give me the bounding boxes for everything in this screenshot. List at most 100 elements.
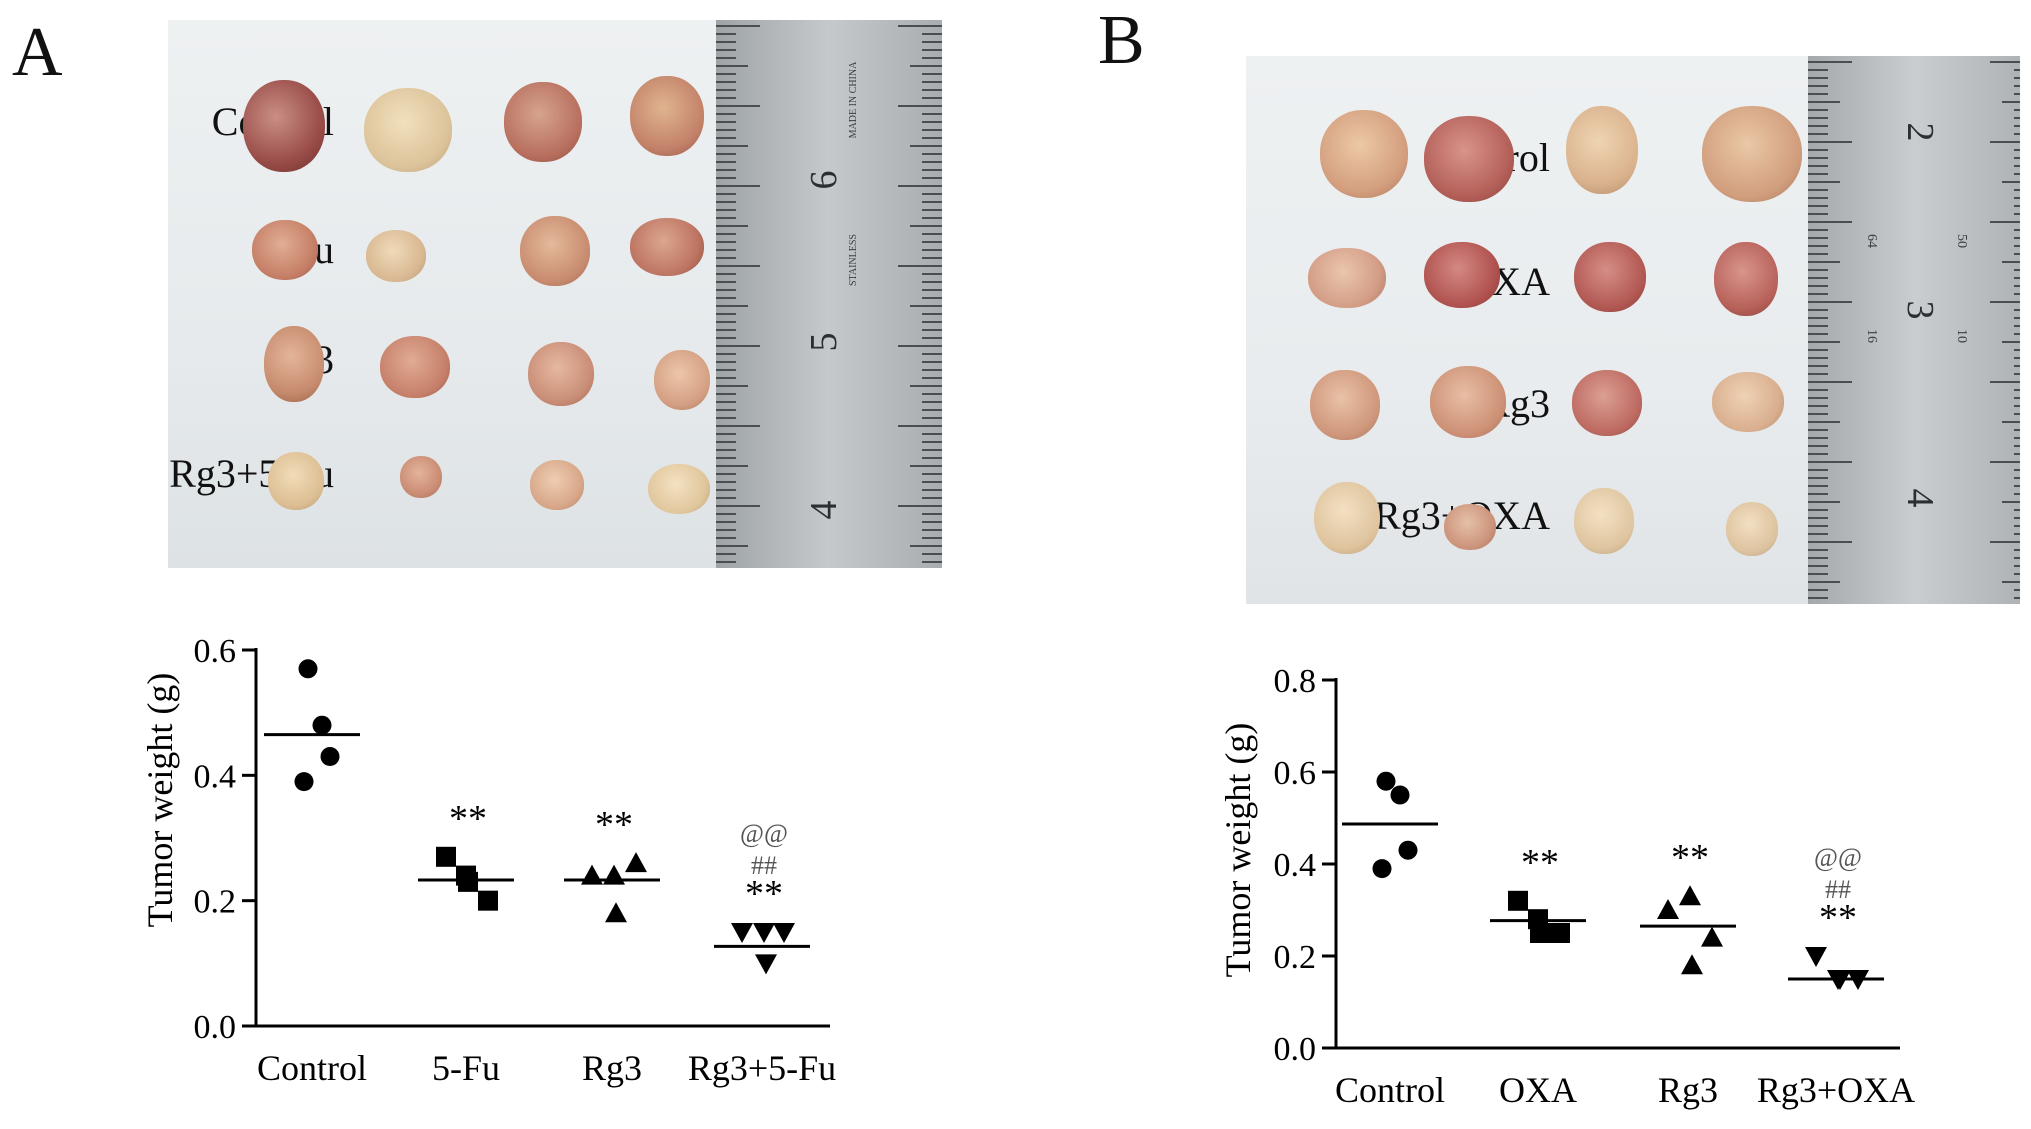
panel-b-tumor-photo: 2 3 4 64 50 16 10 Control OXA Rg3 Rg3+OX… — [1246, 56, 2020, 604]
data-point — [1679, 885, 1701, 906]
y-tick-label: 0.0 — [1274, 1031, 1317, 1068]
x-tick-label: Rg3+OXA — [1757, 1070, 1915, 1110]
significance-label: @@ — [1814, 843, 1862, 872]
tumor-sample — [1712, 372, 1784, 432]
ruler-number: 3 — [1899, 301, 1941, 320]
ruler-number: 4 — [803, 501, 845, 520]
tumor-sample — [1574, 488, 1634, 554]
panel-b-letter: B — [1098, 2, 1145, 79]
tumor-sample — [364, 88, 452, 172]
data-point — [1398, 840, 1418, 860]
y-tick-label: 0.4 — [194, 758, 237, 795]
y-tick-label: 0.6 — [1274, 755, 1317, 792]
y-axis-label: Tumor weight (g) — [1218, 723, 1258, 978]
ruler-small-number: 10 — [1954, 329, 1969, 343]
significance-label: ## — [1825, 875, 1851, 904]
panel-a-tumor-photo: 6 5 4 MADE IN CHINA STAINLESS Control 5-… — [168, 20, 942, 568]
x-tick-label: Rg3 — [582, 1048, 642, 1088]
data-point — [1701, 926, 1723, 947]
ruler-text: STAINLESS — [848, 234, 859, 286]
tumor-sample — [1444, 504, 1496, 550]
tumor-sample — [380, 336, 450, 398]
tumor-sample — [654, 350, 710, 410]
significance-label: @@ — [740, 819, 788, 848]
significance-label: ** — [1819, 897, 1857, 939]
tumor-sample — [1726, 502, 1778, 556]
data-point — [478, 890, 498, 911]
ruler-number: 6 — [803, 171, 845, 190]
tumor-sample — [630, 76, 704, 156]
tumor-sample — [1566, 106, 1638, 194]
data-point — [755, 954, 777, 975]
y-axis-label: Tumor weight (g) — [140, 673, 180, 928]
tumor-sample — [1308, 248, 1386, 308]
panel-a-chart: 0.0 0.2 0.4 0.6 Control 5-Fu Rg3 Rg3+5-Fu ** ** **… — [140, 633, 836, 1088]
tumor-sample — [264, 326, 324, 402]
y-tick-label: 0.2 — [194, 884, 237, 921]
data-point — [1550, 923, 1570, 943]
tumor-sample — [1702, 106, 1802, 202]
tumor-sample — [366, 230, 426, 282]
tumor-sample — [1320, 110, 1408, 198]
tumor-sample — [268, 452, 324, 510]
data-point — [1372, 859, 1392, 879]
tumor-sample — [1310, 370, 1380, 440]
data-point — [625, 852, 647, 873]
data-point — [731, 923, 753, 943]
tumor-sample — [630, 218, 704, 276]
data-point — [603, 864, 625, 885]
y-tick-label: 0.0 — [194, 1009, 237, 1046]
significance-label: ** — [1521, 842, 1559, 884]
y-tick-label: 0.8 — [1274, 663, 1317, 700]
ruler: 2 3 4 64 50 16 10 — [1808, 56, 2020, 604]
data-point — [294, 772, 314, 792]
tumor-sample — [648, 464, 710, 514]
data-point — [1376, 771, 1396, 791]
panel-b-chart: 0.0 0.2 0.4 0.6 0.8 Control OXA Rg3 Rg3+OXA ** ** *… — [1218, 663, 1915, 1110]
data-point — [458, 871, 478, 892]
x-tick-label: Rg3+5-Fu — [688, 1048, 836, 1088]
data-point — [1508, 890, 1528, 911]
data-point — [1805, 947, 1827, 967]
significance-label: ** — [449, 798, 487, 840]
tumor-sample — [400, 456, 442, 498]
data-point — [1829, 970, 1851, 990]
significance-label: ** — [595, 804, 633, 846]
tumor-sample — [528, 342, 594, 406]
data-point — [312, 715, 332, 735]
tumor-sample — [1430, 366, 1506, 438]
significance-label: ** — [1671, 837, 1709, 879]
x-tick-label: Control — [257, 1048, 367, 1088]
tumor-sample — [1314, 482, 1380, 554]
y-tick-label: 0.4 — [1274, 847, 1317, 884]
panel-a-letter: A — [12, 14, 63, 91]
ruler: 6 5 4 MADE IN CHINA STAINLESS — [716, 20, 942, 568]
data-point — [298, 659, 318, 679]
ruler-text: MADE IN CHINA — [848, 61, 859, 138]
significance-label: ** — [745, 873, 783, 915]
x-tick-label: 5-Fu — [432, 1048, 500, 1088]
significance-label: ## — [751, 851, 777, 880]
tumor-sample — [1424, 116, 1514, 202]
tumor-sample — [504, 82, 582, 162]
tumor-sample — [252, 220, 318, 280]
data-point — [753, 923, 775, 943]
ruler-small-number: 50 — [1954, 234, 1969, 248]
tumor-sample — [1574, 242, 1646, 312]
data-point — [605, 902, 627, 923]
ruler-small-number: 16 — [1864, 329, 1879, 343]
tumor-sample — [1424, 242, 1500, 308]
data-point — [1657, 899, 1679, 919]
tumor-sample — [530, 460, 584, 510]
tumor-sample — [1714, 242, 1778, 316]
x-tick-label: Control — [1335, 1070, 1445, 1110]
data-point — [1681, 954, 1703, 975]
x-tick-label: Rg3 — [1658, 1070, 1718, 1110]
data-point — [581, 864, 603, 885]
data-point — [436, 846, 456, 867]
data-point — [773, 923, 795, 943]
data-point — [320, 747, 340, 767]
data-point — [1530, 923, 1550, 943]
y-tick-label: 0.6 — [194, 633, 237, 670]
tumor-sample — [520, 216, 590, 286]
